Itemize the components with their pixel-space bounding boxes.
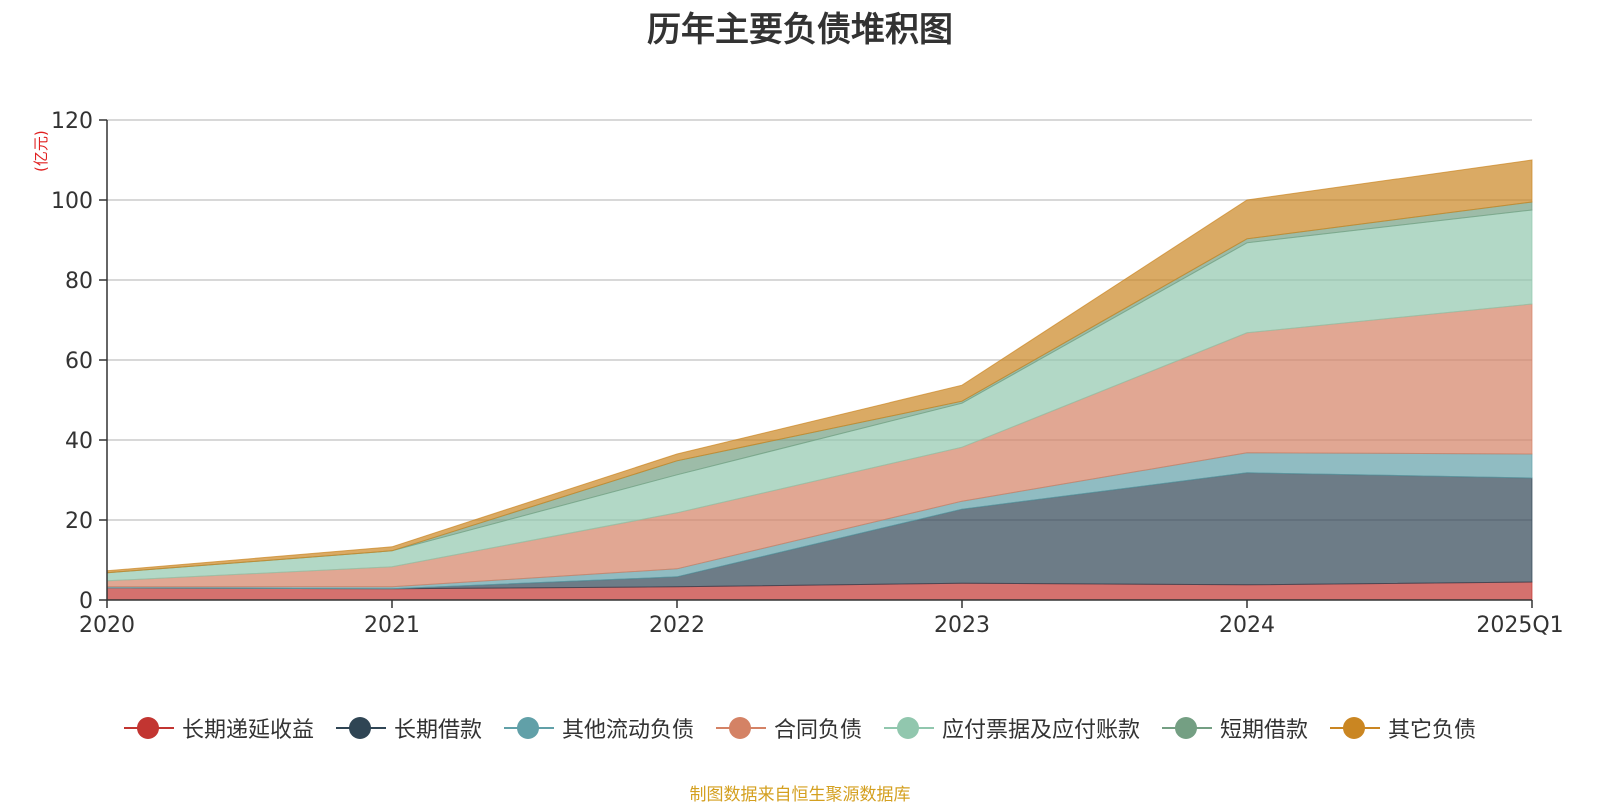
- y-tick-label: 40: [65, 429, 93, 454]
- x-tick-label: 2023: [934, 613, 990, 638]
- area-series-6: [106, 159, 1533, 574]
- legend-item-4[interactable]: 应付票据及应付账款: [884, 712, 1140, 744]
- y-tick-label: 80: [65, 269, 93, 294]
- legend-marker-icon: [1162, 716, 1213, 740]
- x-tick-label: 2020: [79, 613, 135, 638]
- legend-label: 合同负债: [773, 718, 862, 743]
- y-tick-label: 60: [65, 349, 93, 374]
- legend-label: 其他流动负债: [561, 718, 694, 743]
- y-tick-label: 120: [51, 109, 93, 134]
- stacked-area-chart: 0 20 40 60 80 100 120 2020 2021 2022 2023 2024 2025Q…: [51, 109, 1564, 638]
- legend-marker-icon: [715, 716, 766, 740]
- x-tick-label: 2022: [649, 613, 705, 638]
- axes-group: 0 20 40 60 80 100 120 2020 2021 2022 2023 2024 2025Q…: [51, 109, 1564, 638]
- y-tick-label: 0: [79, 589, 93, 614]
- legend-label: 短期借款: [1220, 718, 1309, 743]
- legend-marker-icon: [335, 716, 386, 740]
- x-tick-label: 2024: [1219, 613, 1275, 638]
- legend-label: 长期借款: [393, 718, 482, 743]
- legend-item-1[interactable]: 长期借款: [335, 712, 482, 744]
- legend-label: 应付票据及应付账款: [942, 718, 1141, 743]
- legend-item-5[interactable]: 短期借款: [1162, 712, 1308, 744]
- chart-title: 历年主要负债堆积图: [647, 10, 953, 50]
- legend: 长期递延收益 长期借款 其他流动负债 合同负债 应付票据及应付账款 短期借款 其它负债: [0, 712, 1600, 744]
- data-source-note: 制图数据来自恒生聚源数据库: [689, 785, 911, 805]
- legend-marker-icon: [1330, 716, 1381, 740]
- legend-item-3[interactable]: 合同负债: [715, 712, 862, 744]
- legend-label: 其它负债: [1388, 718, 1477, 743]
- x-tick-label: 2021: [364, 613, 420, 638]
- y-tick-label: 20: [65, 509, 93, 534]
- legend-item-0[interactable]: 长期递延收益: [123, 712, 314, 744]
- legend-item-6[interactable]: 其它负债: [1330, 712, 1476, 744]
- legend-label: 长期递延收益: [181, 718, 314, 743]
- legend-item-2[interactable]: 其他流动负债: [503, 712, 694, 744]
- legend-marker-icon: [884, 716, 934, 740]
- y-tick-label: 100: [51, 189, 93, 214]
- legend-marker-icon: [503, 716, 554, 740]
- area-series-group: [106, 159, 1533, 601]
- x-tick-label: 2025Q1: [1476, 613, 1563, 638]
- legend-marker-icon: [123, 716, 174, 740]
